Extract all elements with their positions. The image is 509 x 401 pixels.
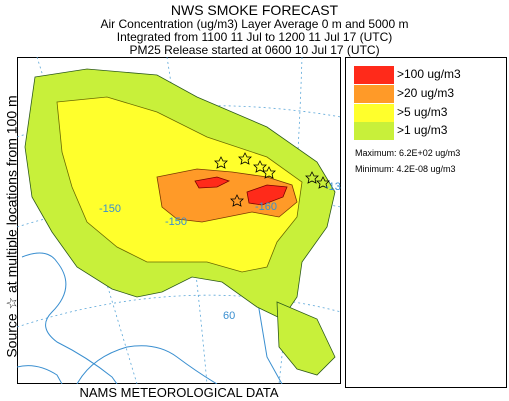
legend-label-5: >5 ug/m3 <box>397 105 448 119</box>
contour-20 <box>156 168 298 223</box>
legend: >100 ug/m3 >20 ug/m3 >5 ug/m3 >1 ug/m3 M… <box>345 57 507 388</box>
grid-label-lon-east: -130 <box>325 181 341 193</box>
legend-swatch-5 <box>354 104 394 122</box>
subtitle-integration: Integrated from 1100 11 Jul to 1200 11 J… <box>116 30 393 44</box>
grid-label-lon-inner: -160 <box>255 201 277 213</box>
chart-title: NWS SMOKE FORECAST <box>170 2 339 18</box>
contour-1-south <box>276 301 336 376</box>
source-marker <box>305 171 319 184</box>
contour-100-east <box>246 184 288 206</box>
source-marker <box>253 160 267 173</box>
source-marker <box>316 176 330 189</box>
smoke-map: -150 -150 -130 -160 60 <box>17 57 341 384</box>
grid-label-lon-center: -150 <box>165 216 187 228</box>
source-marker <box>214 156 228 169</box>
grid-label-lon-west: -150 <box>99 203 121 215</box>
legend-label-20: >20 ug/m3 <box>397 86 455 100</box>
grid-label-lat: 60 <box>223 310 235 322</box>
grid-labels: -150 -150 -130 -160 60 <box>99 181 341 322</box>
footer-data-source: NAMS METEOROLOGICAL DATA <box>79 385 279 400</box>
legend-swatch-100 <box>354 66 394 84</box>
legend-maximum: Maximum: 6.2E+02 ug/m3 <box>355 148 461 158</box>
legend-minimum: Minimum: 4.2E-08 ug/m3 <box>355 164 456 174</box>
source-marker <box>262 166 276 179</box>
legend-swatch-20 <box>354 85 394 103</box>
smoke-contours <box>24 68 336 376</box>
subtitle-concentration: Air Concentration (ug/m3) Layer Average … <box>100 17 409 31</box>
contour-100-west <box>194 176 231 189</box>
source-marker <box>230 194 244 207</box>
legend-label-1: >1 ug/m3 <box>397 123 448 137</box>
legend-label-100: >100 ug/m3 <box>397 67 461 81</box>
subtitle-release: PM25 Release started at 0600 10 Jul 17 (… <box>129 43 380 57</box>
legend-swatch-1 <box>354 122 394 140</box>
source-marker <box>238 152 252 165</box>
source-markers <box>214 152 330 207</box>
